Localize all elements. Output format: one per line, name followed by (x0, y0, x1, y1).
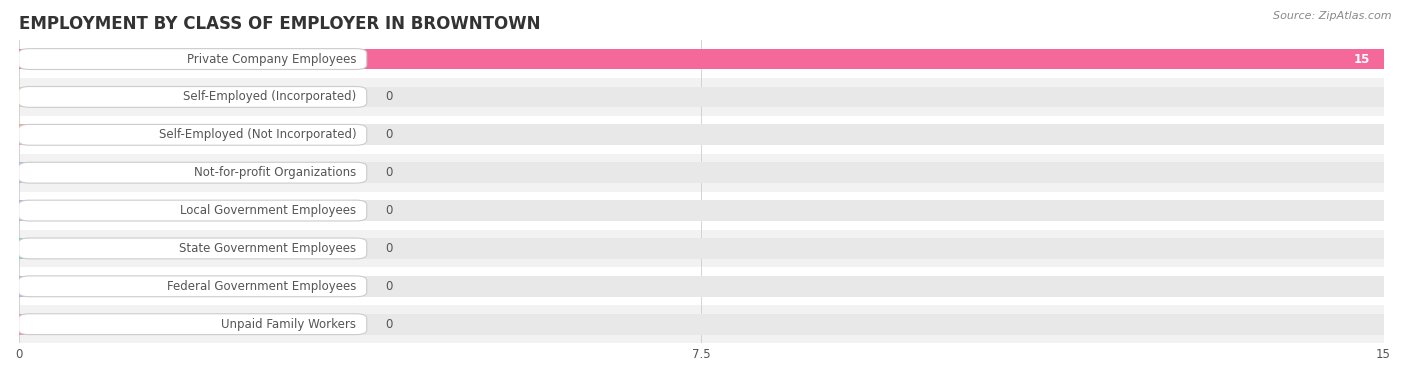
Bar (18, 154, 1384, 192)
FancyBboxPatch shape (18, 49, 367, 70)
Bar (18, 49, 1384, 70)
FancyBboxPatch shape (18, 238, 367, 259)
Bar (18, 200, 1384, 221)
Text: 0: 0 (385, 91, 392, 103)
Text: 15: 15 (1354, 53, 1369, 65)
Text: Unpaid Family Workers: Unpaid Family Workers (221, 318, 356, 331)
Bar (18, 314, 1384, 335)
Bar (18, 124, 35, 145)
Bar (18, 86, 1384, 107)
Bar (18, 78, 1384, 116)
Text: 0: 0 (385, 242, 392, 255)
Text: 0: 0 (385, 128, 392, 141)
Bar (18, 162, 1384, 183)
Text: 0: 0 (385, 318, 392, 331)
Bar (18, 314, 35, 335)
Text: EMPLOYMENT BY CLASS OF EMPLOYER IN BROWNTOWN: EMPLOYMENT BY CLASS OF EMPLOYER IN BROWN… (18, 15, 540, 33)
Text: Private Company Employees: Private Company Employees (187, 53, 356, 65)
Bar (18, 162, 35, 183)
Text: Federal Government Employees: Federal Government Employees (167, 280, 356, 293)
Text: 0: 0 (385, 204, 392, 217)
Bar (18, 238, 1384, 259)
Bar (18, 86, 35, 107)
Bar (18, 305, 1384, 343)
Bar (18, 267, 1384, 305)
Bar (18, 229, 1384, 267)
Bar (18, 192, 1384, 229)
Text: State Government Employees: State Government Employees (179, 242, 356, 255)
Text: Source: ZipAtlas.com: Source: ZipAtlas.com (1274, 11, 1392, 21)
Bar (18, 116, 1384, 154)
FancyBboxPatch shape (18, 276, 367, 297)
Text: Not-for-profit Organizations: Not-for-profit Organizations (194, 166, 356, 179)
Text: Self-Employed (Not Incorporated): Self-Employed (Not Incorporated) (159, 128, 356, 141)
Bar (18, 276, 35, 297)
FancyBboxPatch shape (18, 162, 367, 183)
FancyBboxPatch shape (18, 200, 367, 221)
Bar (18, 276, 1384, 297)
Bar (18, 40, 1384, 78)
FancyBboxPatch shape (18, 86, 367, 107)
FancyBboxPatch shape (18, 124, 367, 145)
Text: 0: 0 (385, 280, 392, 293)
Bar (18, 124, 1384, 145)
Bar (18, 200, 35, 221)
FancyBboxPatch shape (18, 314, 367, 335)
Text: Local Government Employees: Local Government Employees (180, 204, 356, 217)
Bar (18, 238, 35, 259)
Text: Self-Employed (Incorporated): Self-Employed (Incorporated) (183, 91, 356, 103)
Bar (18, 49, 1384, 70)
Text: 0: 0 (385, 166, 392, 179)
